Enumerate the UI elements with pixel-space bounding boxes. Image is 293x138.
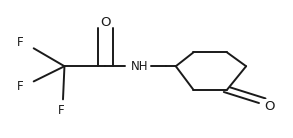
Text: F: F — [17, 80, 24, 93]
Text: O: O — [100, 16, 111, 29]
Text: NH: NH — [130, 60, 148, 73]
Text: F: F — [17, 36, 24, 49]
Text: F: F — [58, 104, 65, 117]
Text: O: O — [264, 100, 275, 113]
